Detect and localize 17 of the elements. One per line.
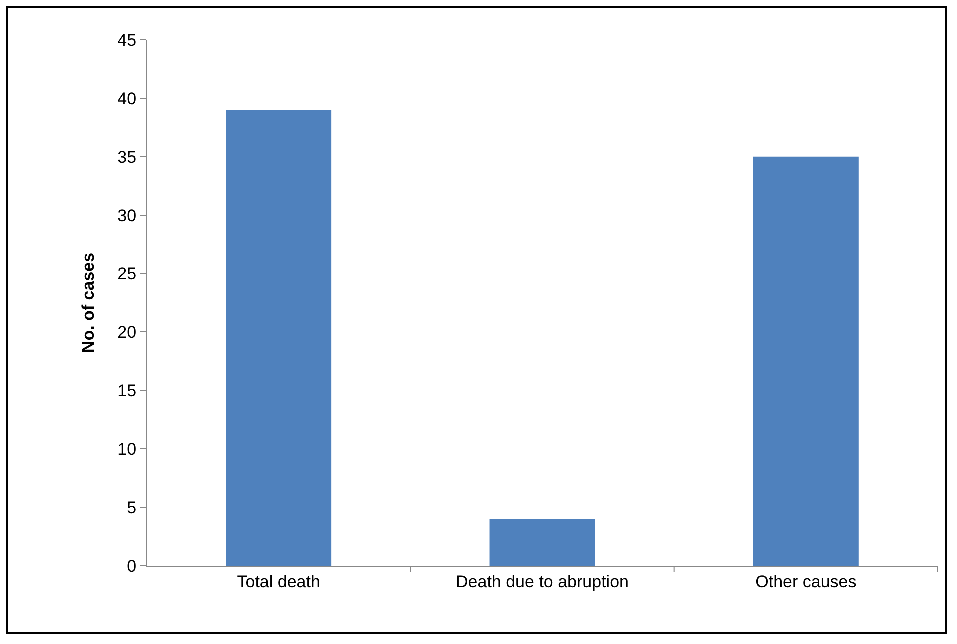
y-axis-title: No. of cases xyxy=(79,252,98,354)
y-tick-label: 35 xyxy=(118,148,137,167)
y-tick-label: 40 xyxy=(118,89,137,108)
y-tick-label: 10 xyxy=(118,440,137,460)
y-tick-label: 25 xyxy=(118,264,137,284)
y-tick-label: 0 xyxy=(127,556,137,576)
bar xyxy=(226,110,332,566)
bar xyxy=(753,156,859,566)
x-tick-label: Death due to abruption xyxy=(456,572,629,592)
bar xyxy=(490,519,596,566)
y-tick-label: 30 xyxy=(118,206,137,226)
y-tick-label: 5 xyxy=(127,498,137,518)
y-tick-label: 20 xyxy=(118,323,137,342)
x-tick-label: Total death xyxy=(237,572,320,592)
y-tick-label: 45 xyxy=(118,30,137,50)
y-tick-label: 15 xyxy=(118,382,137,401)
x-tick-label: Other causes xyxy=(756,572,857,592)
